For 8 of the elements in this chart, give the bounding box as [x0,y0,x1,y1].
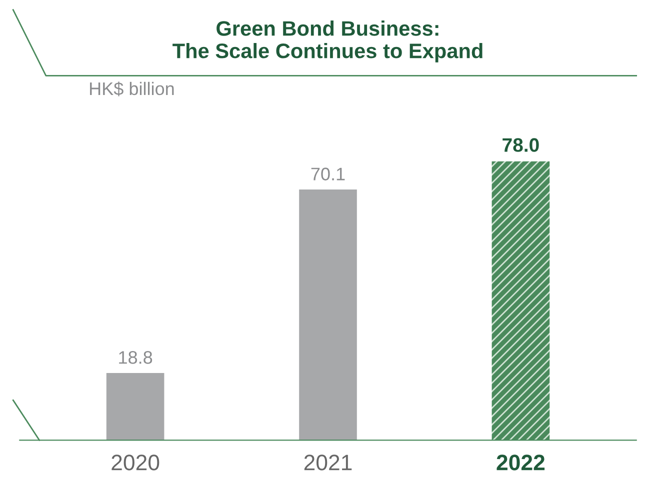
data-label: 70.1 [311,168,345,180]
x-tick-label: 2021 [304,454,352,470]
x-tick-label: 2022 [496,454,545,470]
chart-title: Green Bond Business: The Scale Continues to Expand [172,20,482,62]
data-label: 78.0 [502,138,539,152]
data-label: 18.8 [119,351,152,364]
y-axis-title: HK$ billion [90,82,174,96]
x-tick-label: 2020 [112,454,160,470]
